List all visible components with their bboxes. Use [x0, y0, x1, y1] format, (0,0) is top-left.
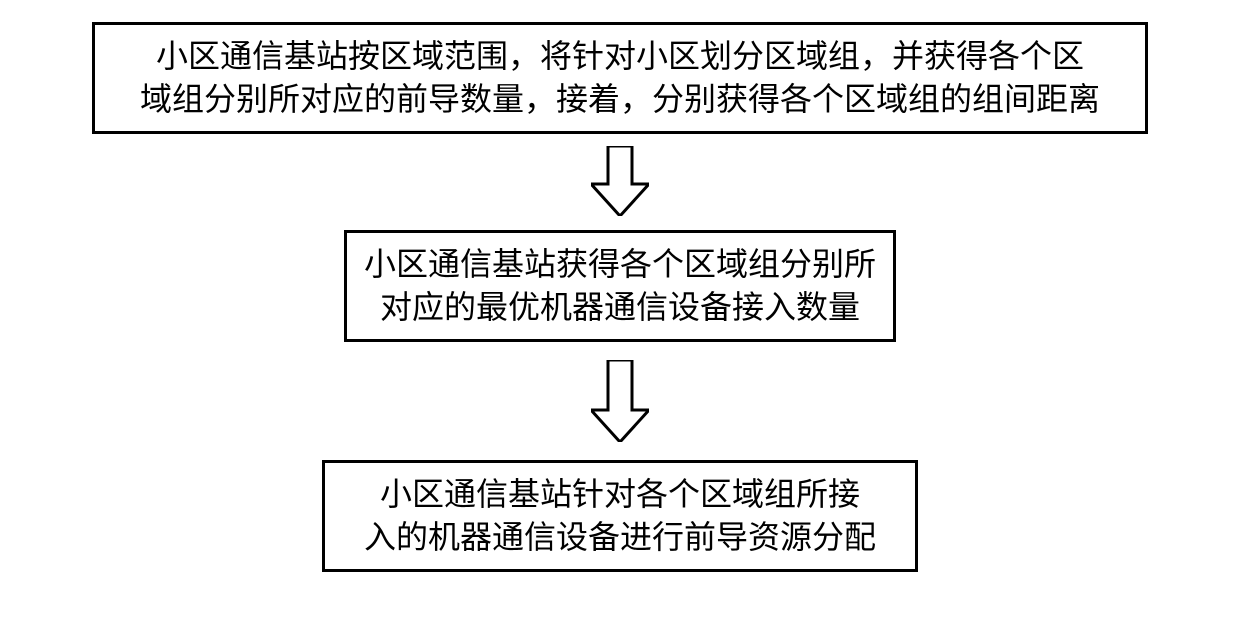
- flow-node-step2-line: 对应的最优机器通信设备接入数量: [364, 286, 876, 329]
- flow-arrow-a2: [591, 360, 649, 442]
- flow-node-step2-line: 小区通信基站获得各个区域组分别所: [364, 243, 876, 286]
- flow-arrow-a1: [591, 146, 649, 216]
- flowchart-canvas: 小区通信基站按区域范围，将针对小区划分区域组，并获得各个区域组分别所对应的前导数…: [0, 0, 1240, 629]
- flow-node-step2: 小区通信基站获得各个区域组分别所对应的最优机器通信设备接入数量: [344, 230, 896, 342]
- flow-node-step3-line: 入的机器通信设备进行前导资源分配: [364, 516, 876, 559]
- flow-node-step1-line: 域组分别所对应的前导数量，接着，分别获得各个区域组的组间距离: [140, 78, 1100, 121]
- flow-node-step1: 小区通信基站按区域范围，将针对小区划分区域组，并获得各个区域组分别所对应的前导数…: [92, 22, 1148, 134]
- flow-node-step3-line: 小区通信基站针对各个区域组所接: [364, 473, 876, 516]
- flow-node-step3: 小区通信基站针对各个区域组所接入的机器通信设备进行前导资源分配: [322, 460, 918, 572]
- flow-node-step1-line: 小区通信基站按区域范围，将针对小区划分区域组，并获得各个区: [140, 35, 1100, 78]
